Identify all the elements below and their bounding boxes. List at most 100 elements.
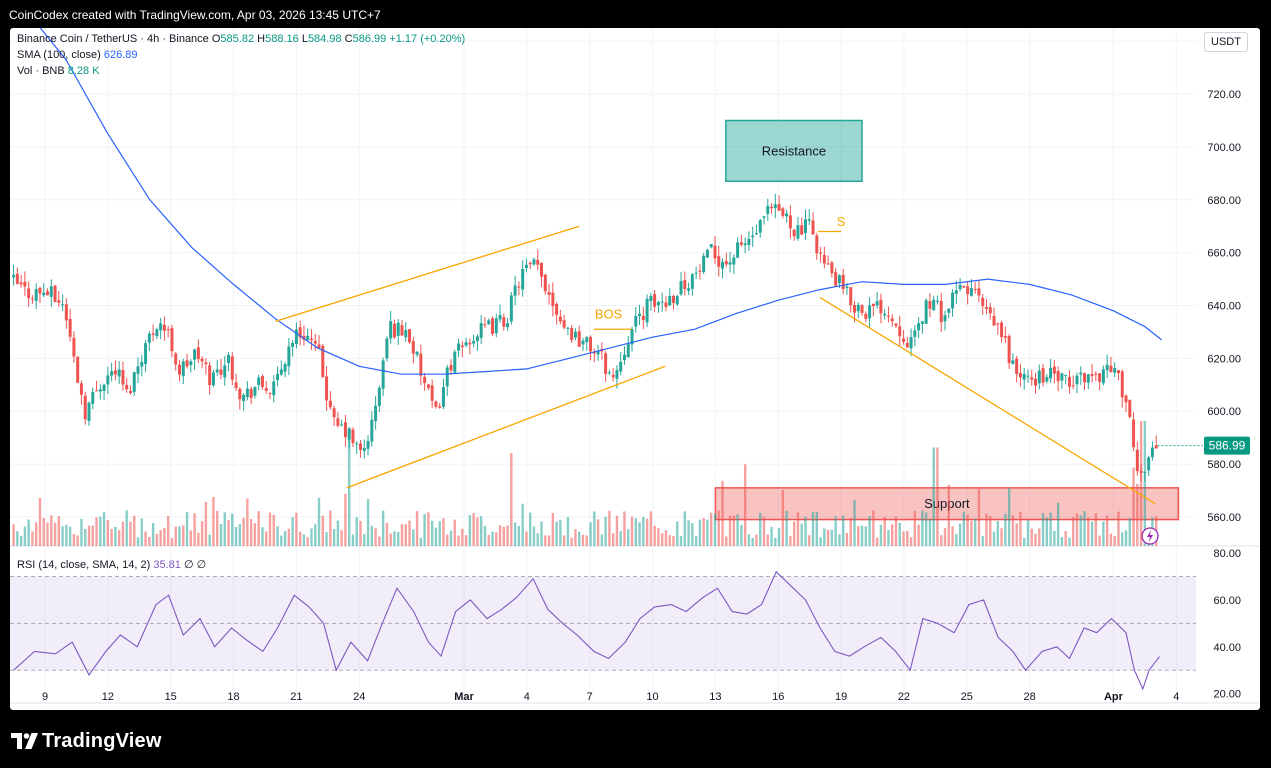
volume-bar (204, 501, 208, 546)
currency-button[interactable]: USDT (1204, 32, 1248, 52)
candle-body (758, 220, 762, 233)
volume-bar (148, 536, 151, 546)
time-tick-label: 24 (353, 691, 365, 703)
candle-body (1052, 366, 1056, 374)
price-tick-label: 720.00 (1207, 89, 1241, 101)
candle-body (1045, 377, 1049, 382)
time-tick-label: 22 (898, 691, 910, 703)
candle-body (506, 323, 510, 328)
volume-legend[interactable]: Vol · BNB 8.28 K (17, 65, 100, 77)
volume-bar (804, 516, 807, 546)
volume-bar (909, 537, 913, 546)
candle-body (656, 302, 660, 306)
trendline-channel-lower (346, 365, 666, 489)
volume-bar (547, 535, 551, 546)
candle-body (125, 384, 129, 390)
volume-bar (544, 535, 547, 546)
volume-bar (1011, 515, 1015, 546)
sma-line (39, 28, 1162, 375)
volume-bar (231, 513, 234, 546)
volume-bar (31, 531, 34, 546)
chart-canvas[interactable]: Resistance Support BOS S 560.00 580.00 600.00 6… (10, 28, 1260, 710)
volume-bar (808, 535, 811, 546)
volume-bar (378, 536, 381, 546)
candle-body (1060, 373, 1064, 381)
candle-body (1022, 373, 1026, 380)
candle-body (1041, 368, 1045, 383)
volume-bar (668, 535, 671, 546)
candle-body (837, 275, 841, 284)
candle-body (264, 388, 268, 391)
volume-bar (841, 515, 845, 546)
candle-body (189, 361, 193, 366)
candle-body (1139, 470, 1143, 473)
volume-bar (792, 521, 796, 546)
candle-body (566, 327, 570, 329)
candle-body (524, 264, 528, 269)
candle-body (626, 344, 630, 358)
candle-body (177, 364, 181, 375)
candle-body (57, 300, 61, 303)
volume-bar (95, 517, 98, 546)
candle-body (679, 280, 683, 295)
volume-bar (672, 536, 675, 546)
volume-bar (310, 528, 313, 546)
volume-bar (657, 527, 660, 546)
candle-body (660, 301, 664, 303)
candle-body (717, 256, 721, 267)
volume-bar (363, 534, 366, 546)
volume-bar (694, 536, 698, 546)
volume-bar (619, 531, 622, 546)
candle-body (641, 315, 645, 321)
trendline-descending (819, 297, 1156, 505)
candle-body (694, 272, 698, 274)
candle-body (653, 294, 657, 307)
candle-body (283, 364, 287, 372)
volume-bar (1072, 516, 1075, 546)
candle-body (540, 262, 544, 277)
candle-body (415, 351, 419, 355)
volume-bar (102, 512, 106, 546)
volume-bar (325, 532, 328, 546)
candle-body (819, 252, 823, 254)
candle-body (902, 338, 906, 342)
time-tick-label: 18 (227, 691, 239, 703)
volume-bar (99, 516, 102, 546)
volume-bar (608, 510, 611, 546)
volume-bar (691, 523, 694, 546)
candle-body (411, 341, 415, 354)
volume-bar (355, 517, 358, 546)
candle-body (1120, 371, 1124, 398)
volume-bar (947, 484, 950, 546)
rsi-legend[interactable]: RSI (14, close, SMA, 14, 2) 35.81 ∅ ∅ (17, 558, 206, 571)
sma-legend[interactable]: SMA (100, close) 626.89 (17, 49, 137, 61)
candle-body (392, 323, 396, 338)
volume-bar (1090, 521, 1094, 546)
volume-bar (216, 510, 219, 546)
volume-bar (91, 525, 94, 546)
candle-body (807, 219, 811, 221)
rsi-line (13, 570, 1160, 691)
chart-panel[interactable]: Resistance Support BOS S 560.00 580.00 600.00 6… (10, 28, 1260, 710)
volume-bar (35, 522, 38, 546)
candle-body (374, 405, 378, 422)
candle-body (15, 273, 19, 284)
candle-body (362, 448, 366, 451)
candle-body (68, 319, 72, 337)
candle-body (966, 286, 970, 295)
volume-bar (193, 513, 196, 546)
volume-bar (329, 510, 332, 546)
volume-bar (679, 535, 683, 546)
candle-body (928, 301, 932, 309)
candle-body (521, 269, 525, 290)
candle-body (773, 204, 777, 208)
candle-body (984, 307, 988, 309)
time-tick-label: Mar (454, 691, 474, 703)
candle-body (317, 344, 321, 348)
sma-label: SMA (100, close) (17, 49, 101, 61)
candle-body (91, 392, 95, 404)
volume-bar (412, 529, 415, 546)
candle-body (849, 287, 853, 306)
candle-body (430, 385, 434, 401)
volume-bar (559, 520, 562, 546)
